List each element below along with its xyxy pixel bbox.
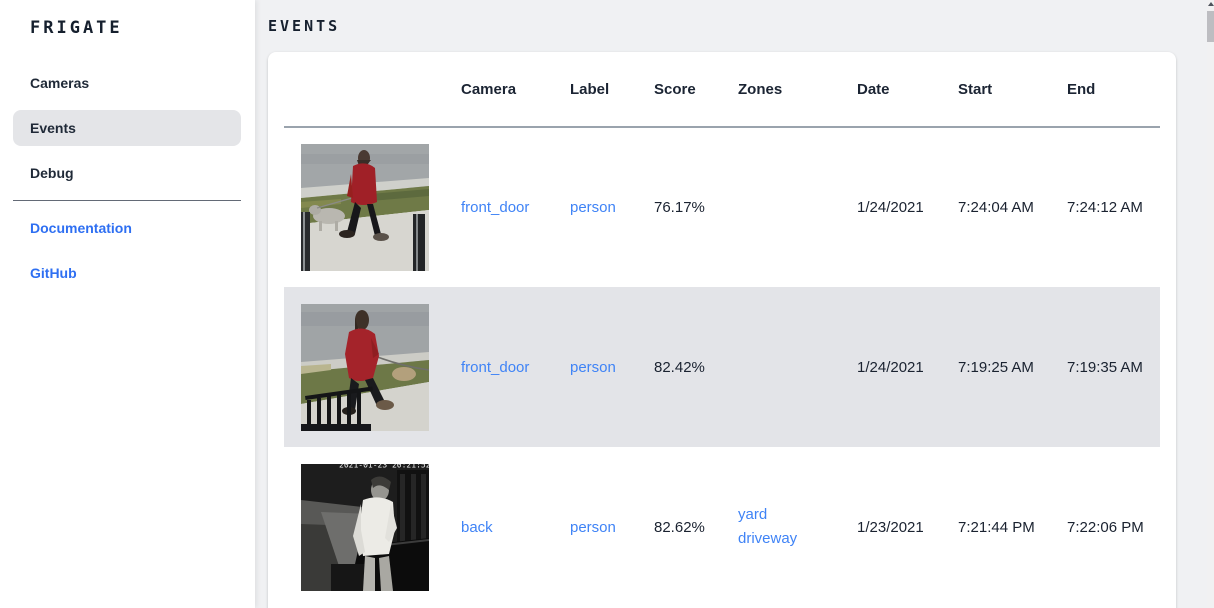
thumbnail-timestamp: 2021-01-23 20:21:52 [339,464,429,470]
camera-link[interactable]: back [461,518,493,536]
event-thumbnail[interactable]: 2021-01-23 20:21:52 [301,463,429,591]
label-link[interactable]: person [570,518,616,536]
label-link[interactable]: person [570,199,616,216]
label-link[interactable]: person [570,358,616,376]
sidebar-link-github[interactable]: GitHub [30,265,77,281]
events-card: Camera Label Score Zones Date Start End [268,52,1176,608]
page-title: EVENTS [268,17,341,35]
table-header-row: Camera Label Score Zones Date Start End [284,52,1160,128]
date-value: 1/24/2021 [857,287,958,447]
end-value: 7:22:06 PM [1067,518,1144,536]
start-value: 7:19:25 AM [958,287,1067,447]
events-table: Camera Label Score Zones Date Start End [284,52,1160,607]
app-logo: FRIGATE [30,18,123,38]
scrollbar-up-arrow-icon[interactable] [1208,2,1214,6]
col-header-camera: Camera [461,52,570,128]
sidebar-divider [13,200,241,201]
col-header-zones: Zones [738,52,857,128]
score-value: 82.62% [654,518,705,536]
table-row[interactable]: front_door person 76.17% 1/24/2021 7:24:… [284,127,1160,287]
camera-link[interactable]: front_door [461,358,530,376]
sidebar-item-events[interactable]: Events [13,110,241,146]
vertical-scrollbar[interactable] [1207,0,1214,608]
event-thumbnail[interactable] [301,303,429,431]
col-header-start: Start [958,52,1067,128]
end-value: 7:19:35 AM [1067,287,1160,447]
zone-link[interactable]: yard [738,506,768,523]
event-thumbnail[interactable] [301,144,429,271]
col-header-score: Score [654,52,738,128]
sidebar-link-documentation[interactable]: Documentation [30,220,132,236]
zones-cell [738,127,857,287]
main-content: EVENTS Camera Label Score Zones Date Sta… [255,0,1214,608]
table-row[interactable]: 2021-01-23 20:21:52 back person 82.62% y… [284,447,1160,607]
col-header-label: Label [570,52,654,128]
zones-cell [738,287,857,447]
col-header-date: Date [857,52,958,128]
start-value: 7:21:44 PM [958,518,1035,536]
start-value: 7:24:04 AM [958,199,1034,216]
sidebar: FRIGATE Cameras Events Debug Documentati… [0,0,255,608]
date-value: 1/24/2021 [857,199,924,216]
sidebar-nav: Cameras Events Debug Documentation GitHu… [0,65,255,291]
sidebar-item-cameras[interactable]: Cameras [30,75,90,91]
camera-link[interactable]: front_door [461,199,530,216]
scrollbar-thumb[interactable] [1207,11,1214,42]
col-header-thumbnail [284,52,461,128]
sidebar-item-debug[interactable]: Debug [30,165,74,181]
col-header-end: End [1067,52,1160,128]
zones-cell: yard driveway [738,447,857,607]
date-value: 1/23/2021 [857,518,924,536]
zone-link[interactable]: driveway [738,530,798,547]
score-value: 82.42% [654,287,738,447]
score-value: 76.17% [654,199,705,216]
table-row[interactable]: front_door person 82.42% 1/24/2021 7:19:… [284,287,1160,447]
end-value: 7:24:12 AM [1067,199,1143,216]
